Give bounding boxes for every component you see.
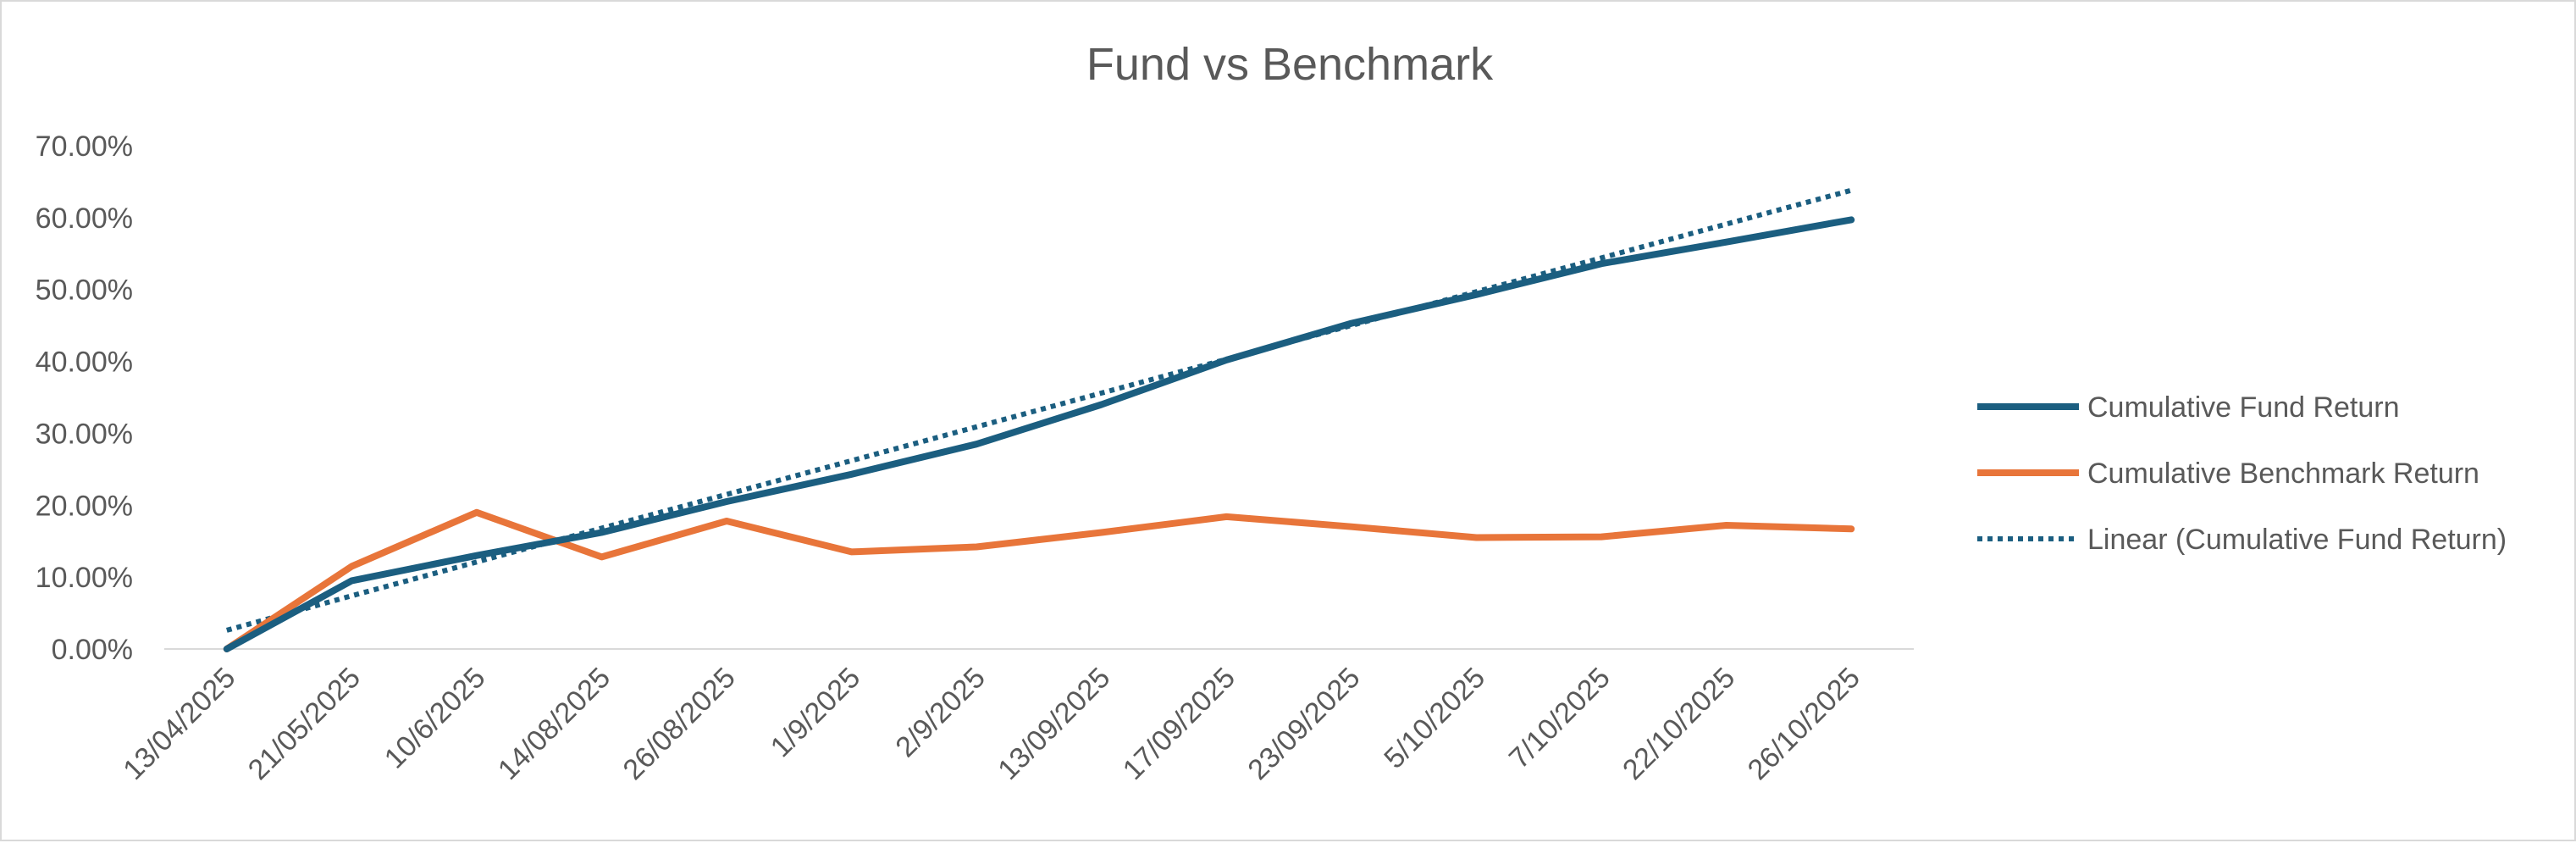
legend-label-1: Cumulative Benchmark Return [2087,458,2479,490]
legend-label-2: Linear (Cumulative Fund Return) [2087,524,2507,556]
chart-title: Fund vs Benchmark [1086,39,1494,90]
x-tick-label: 21/05/2025 [242,662,367,786]
x-tick-label: 7/10/2025 [1503,662,1617,775]
y-tick-label: 0.00% [52,634,133,666]
legend: Cumulative Fund Return Cumulative Benchma… [1977,391,2507,556]
x-tick-label: 23/09/2025 [1241,662,1366,786]
x-tick-label: 14/08/2025 [492,662,616,786]
x-tick-label: 26/10/2025 [1742,662,1866,786]
x-tick-label: 13/04/2025 [117,662,241,786]
x-tick-label: 26/08/2025 [617,662,742,786]
y-tick-label: 30.00% [36,418,133,450]
x-tick-label: 2/9/2025 [889,662,991,763]
x-tick-label: 13/09/2025 [992,662,1116,786]
x-tick-label: 1/9/2025 [765,662,866,763]
y-tick-label: 40.00% [36,347,133,379]
y-tick-label: 70.00% [36,130,133,163]
series-layer [223,187,1855,652]
x-tick-label: 22/10/2025 [1617,662,1741,786]
y-tick-label: 10.00% [36,562,133,594]
y-axis-ticks: 0.00% 10.00% 20.00% 30.00% 40.00% 50.00% 60.00… [36,130,133,666]
legend-label-0: Cumulative Fund Return [2087,391,2400,424]
y-tick-label: 50.00% [36,275,133,307]
x-tick-label: 17/09/2025 [1117,662,1241,786]
x-tick-label: 5/10/2025 [1378,662,1491,775]
x-axis-ticks: 13/04/2025 21/05/2025 10/6/2025 14/08/2025 2… [117,662,1866,786]
series-line-0 [223,216,1855,652]
y-tick-label: 20.00% [36,490,133,522]
series-line-1 [223,508,1855,652]
y-tick-label: 60.00% [36,202,133,235]
series-line-2 [226,187,1852,633]
x-tick-label: 10/6/2025 [379,662,492,775]
